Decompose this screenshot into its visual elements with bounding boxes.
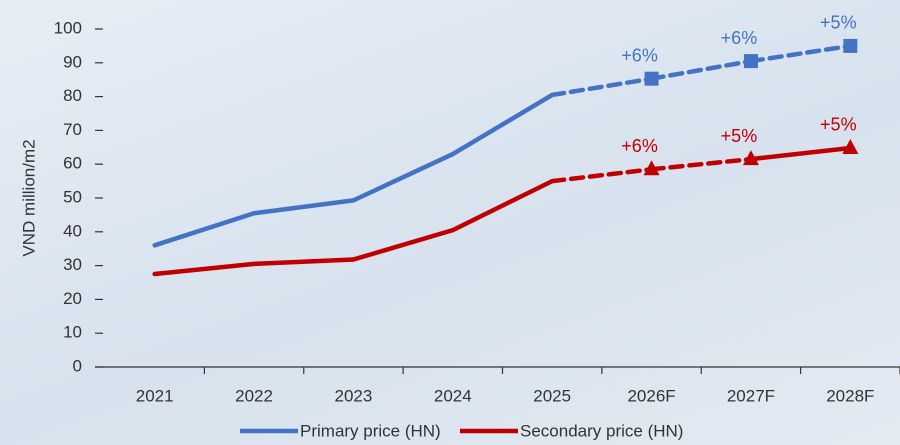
x-tick-label: 2023	[335, 386, 373, 405]
annotation: +6%	[621, 136, 658, 156]
x-tick-label: 2025	[533, 386, 571, 405]
y-tick-label: 40	[63, 221, 82, 240]
legend-label: Secondary price (HN)	[520, 421, 683, 440]
annotation: +5%	[820, 13, 857, 33]
point-marker	[843, 39, 857, 53]
y-tick-label: 10	[63, 323, 82, 342]
y-tick-label: 80	[63, 86, 82, 105]
point-marker	[744, 54, 758, 68]
annotation: +6%	[721, 28, 758, 48]
y-tick-label: 90	[63, 52, 82, 71]
y-tick-label: 0	[73, 356, 82, 375]
y-tick-label: 30	[63, 255, 82, 274]
x-tick-label: 2021	[136, 386, 174, 405]
annotation: +6%	[621, 45, 658, 65]
y-tick-label: 50	[63, 187, 82, 206]
y-tick-label: 20	[63, 289, 82, 308]
line-segment	[552, 169, 651, 181]
line-segment	[652, 159, 751, 169]
line-segment	[652, 61, 751, 79]
point-marker	[645, 72, 659, 86]
annotation: +5%	[820, 115, 857, 135]
y-tick-label: 100	[54, 18, 82, 37]
line-segment	[155, 213, 254, 245]
x-tick-label: 2027F	[727, 386, 775, 405]
legend-label: Primary price (HN)	[300, 421, 441, 440]
y-tick-label: 70	[63, 120, 82, 139]
y-tick-label: 60	[63, 154, 82, 173]
x-tick-label: 2022	[235, 386, 273, 405]
x-tick-label: 2026F	[627, 386, 675, 405]
y-axis-label: VND million/m2	[19, 139, 38, 256]
chart: VND million/m2 0 10 20 30 40 50 60 70 80 90 100 202…	[0, 0, 900, 445]
line-segment	[552, 79, 651, 95]
line-segment	[155, 264, 254, 274]
x-tick-label: 2028F	[826, 386, 874, 405]
line-segment	[453, 95, 552, 154]
line-segment	[353, 154, 452, 200]
line-segment	[453, 181, 552, 230]
line-segment	[353, 230, 452, 259]
line-segment	[254, 200, 353, 213]
line-segment	[751, 148, 850, 159]
x-tick-label: 2024	[434, 386, 472, 405]
annotation: +5%	[721, 126, 758, 146]
line-segment	[254, 260, 353, 264]
line-segment	[751, 46, 850, 61]
